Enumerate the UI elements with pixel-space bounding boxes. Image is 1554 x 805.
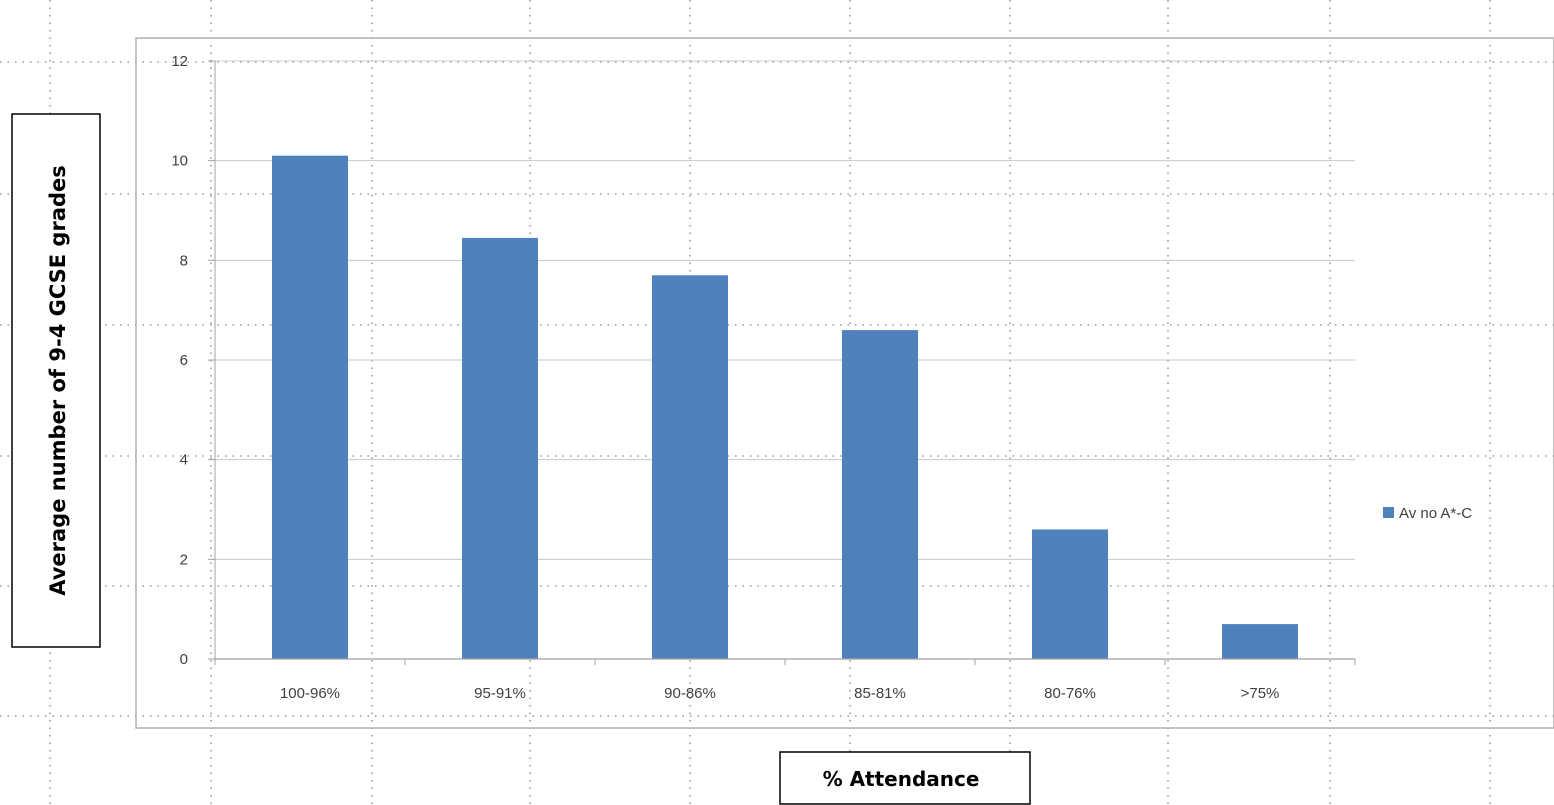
x-axis-title: % Attendance — [823, 767, 980, 791]
y-axis-title-box: Average number of 9-4 GCSE grades — [11, 113, 101, 648]
y-tick-label: 10 — [171, 153, 188, 170]
bar — [1222, 624, 1298, 659]
bar-series — [272, 155, 1298, 660]
horizontal-gridlines — [215, 60, 1355, 560]
y-tick-label: 12 — [171, 53, 188, 70]
x-axis-title-frame — [779, 751, 1031, 805]
legend-label: Av no A*-C — [1399, 505, 1472, 522]
bar — [652, 275, 728, 659]
x-axis — [214, 658, 1356, 665]
x-tick-label: 95-91% — [474, 685, 526, 702]
x-axis-labels: 100-96% 95-91% 90-86% 85-81% 80-76% >75% — [280, 685, 1279, 702]
bar — [272, 155, 348, 659]
y-axis-ticks: 0 2 4 6 8 10 12 — [171, 53, 216, 668]
bar — [462, 237, 538, 660]
y-tick-label: 2 — [180, 551, 188, 568]
x-tick-label: >75% — [1241, 685, 1280, 702]
y-tick-label: 0 — [180, 651, 188, 668]
x-tick-label: 80-76% — [1044, 685, 1096, 702]
x-tick-label: 85-81% — [854, 685, 906, 702]
bar — [842, 330, 918, 659]
y-tick-label: 8 — [180, 252, 188, 269]
bar — [1032, 529, 1108, 659]
legend-swatch — [1383, 507, 1394, 518]
y-axis-title-frame — [11, 113, 101, 648]
x-tick-label: 90-86% — [664, 685, 716, 702]
chart-frame — [135, 37, 1554, 729]
y-tick-label: 6 — [180, 352, 188, 369]
x-axis-title-box: % Attendance — [779, 751, 1031, 805]
legend: Av no A*-C — [1383, 505, 1472, 522]
y-axis-title: Average number of 9-4 GCSE grades — [46, 165, 70, 596]
x-tick-label: 100-96% — [280, 685, 340, 702]
y-tick-label: 4 — [180, 452, 188, 469]
